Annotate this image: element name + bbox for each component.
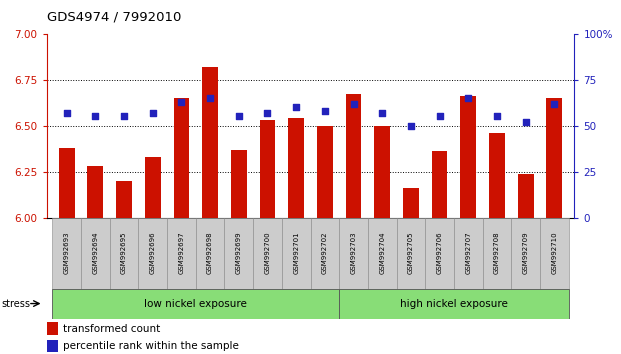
- Point: [61, 110, 71, 116]
- Point: [148, 110, 158, 116]
- Text: GSM992698: GSM992698: [207, 232, 213, 274]
- Bar: [253, 218, 282, 289]
- Bar: [346, 95, 361, 218]
- Bar: [310, 218, 339, 289]
- Text: high nickel exposure: high nickel exposure: [400, 298, 508, 309]
- Bar: [116, 181, 132, 218]
- Bar: [483, 218, 511, 289]
- Point: [320, 108, 330, 114]
- Point: [377, 110, 387, 116]
- Bar: [432, 152, 448, 218]
- Bar: [202, 67, 218, 218]
- Text: GSM992695: GSM992695: [121, 232, 127, 274]
- Point: [348, 101, 358, 107]
- Bar: [339, 218, 368, 289]
- Bar: [546, 98, 562, 218]
- Bar: [540, 218, 569, 289]
- Bar: [88, 166, 103, 218]
- Text: GSM992707: GSM992707: [465, 232, 471, 274]
- Point: [435, 114, 445, 119]
- Point: [492, 114, 502, 119]
- Bar: [173, 98, 189, 218]
- Bar: [52, 218, 81, 289]
- Bar: [403, 188, 419, 218]
- Bar: [518, 173, 533, 218]
- Text: GDS4974 / 7992010: GDS4974 / 7992010: [47, 10, 181, 23]
- Bar: [224, 218, 253, 289]
- Bar: [425, 218, 454, 289]
- Text: GSM992706: GSM992706: [437, 232, 443, 274]
- Text: GSM992710: GSM992710: [551, 232, 557, 274]
- Bar: [511, 218, 540, 289]
- Text: GSM992705: GSM992705: [408, 232, 414, 274]
- Point: [119, 114, 129, 119]
- Text: low nickel exposure: low nickel exposure: [144, 298, 247, 309]
- Bar: [317, 126, 333, 218]
- Bar: [110, 218, 138, 289]
- Text: GSM992700: GSM992700: [265, 232, 271, 274]
- Text: GSM992696: GSM992696: [150, 232, 156, 274]
- Bar: [288, 118, 304, 218]
- Text: GSM992709: GSM992709: [523, 232, 528, 274]
- Bar: [454, 218, 483, 289]
- Bar: [145, 157, 161, 218]
- Text: GSM992699: GSM992699: [236, 232, 242, 274]
- Text: percentile rank within the sample: percentile rank within the sample: [63, 341, 239, 351]
- Point: [463, 95, 473, 101]
- Bar: [460, 96, 476, 218]
- Point: [520, 119, 530, 125]
- Bar: [81, 218, 110, 289]
- Text: GSM992704: GSM992704: [379, 232, 385, 274]
- Bar: [397, 218, 425, 289]
- Bar: [52, 289, 339, 319]
- Bar: [47, 322, 58, 335]
- Point: [263, 110, 273, 116]
- Text: transformed count: transformed count: [63, 324, 161, 333]
- Bar: [282, 218, 310, 289]
- Bar: [59, 148, 75, 218]
- Point: [234, 114, 244, 119]
- Bar: [368, 218, 397, 289]
- Text: GSM992694: GSM992694: [93, 232, 98, 274]
- Text: GSM992702: GSM992702: [322, 232, 328, 274]
- Bar: [47, 340, 58, 352]
- Point: [91, 114, 101, 119]
- Text: GSM992701: GSM992701: [293, 232, 299, 274]
- Point: [291, 104, 301, 110]
- Point: [176, 99, 186, 104]
- Bar: [374, 126, 390, 218]
- Bar: [196, 218, 224, 289]
- Bar: [167, 218, 196, 289]
- Text: GSM992693: GSM992693: [64, 232, 70, 274]
- Point: [550, 101, 560, 107]
- Bar: [231, 150, 247, 218]
- Point: [205, 95, 215, 101]
- Text: GSM992708: GSM992708: [494, 232, 500, 274]
- Text: GSM992697: GSM992697: [178, 232, 184, 274]
- Point: [406, 123, 416, 129]
- Bar: [489, 133, 505, 218]
- Bar: [260, 120, 275, 218]
- Text: stress: stress: [1, 298, 30, 309]
- Bar: [339, 289, 569, 319]
- Text: GSM992703: GSM992703: [350, 232, 356, 274]
- Bar: [138, 218, 167, 289]
